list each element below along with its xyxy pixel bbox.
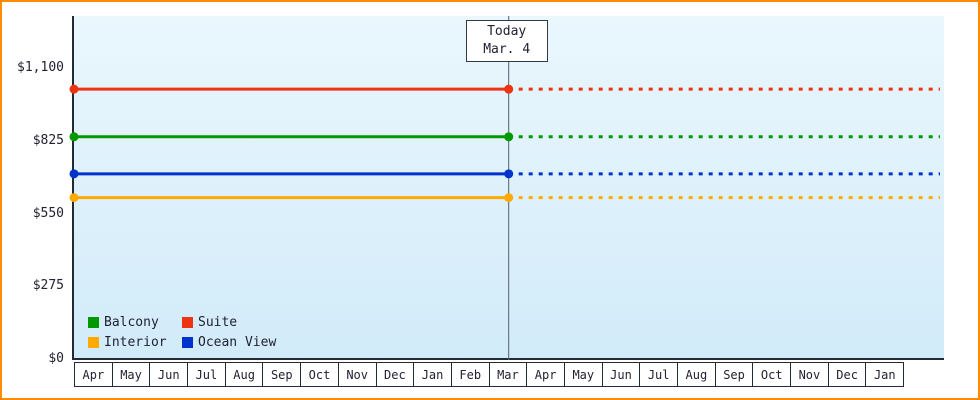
x-axis-month-label: Aug bbox=[677, 362, 716, 387]
x-axis-month-label: Aug bbox=[224, 362, 264, 387]
x-axis-month-label: Jan bbox=[865, 362, 905, 387]
legend-swatch bbox=[88, 336, 99, 348]
legend-item: Ocean View bbox=[182, 335, 276, 350]
x-axis-month-label: Dec bbox=[827, 362, 867, 387]
series-today-dot bbox=[504, 193, 514, 203]
x-axis-month-label: Oct bbox=[752, 362, 792, 387]
x-axis: Apr May Jun Jul Aug Sep Oct Nov Dec Jan Feb Mar Apr M… bbox=[74, 362, 905, 387]
x-axis-month-label: Mar bbox=[488, 362, 528, 387]
today-label-line2: Mar. 4 bbox=[483, 42, 531, 57]
legend-label: Balcony bbox=[104, 314, 159, 330]
legend-swatch bbox=[182, 336, 193, 348]
x-axis-month-label: Oct bbox=[300, 362, 339, 387]
x-axis-month-label: Sep bbox=[714, 362, 754, 387]
series-today-dot bbox=[504, 84, 514, 94]
y-axis-tick-label: $1,100 bbox=[17, 60, 64, 75]
x-axis-month-label: Nov bbox=[790, 362, 829, 387]
y-axis-tick-label: $0 bbox=[48, 351, 64, 366]
legend-label: Interior bbox=[104, 334, 167, 350]
legend-label: Suite bbox=[198, 314, 238, 330]
y-axis-tick-label: $550 bbox=[32, 205, 64, 221]
y-axis-tick-label: $275 bbox=[32, 278, 64, 294]
x-axis-month-label: Jul bbox=[187, 362, 226, 387]
legend-swatch bbox=[88, 316, 99, 328]
legend-item: Interior bbox=[88, 335, 180, 350]
x-axis-month-label: Feb bbox=[450, 362, 490, 387]
today-marker-label: Today Mar. 4 bbox=[465, 20, 548, 62]
series-today-dot bbox=[504, 169, 514, 179]
x-axis-month-label: Apr bbox=[74, 362, 113, 387]
x-axis-month-label: May bbox=[563, 362, 603, 387]
series-start-dot bbox=[69, 193, 79, 203]
x-axis-month-label: May bbox=[111, 362, 151, 387]
x-axis-month-label: Nov bbox=[337, 362, 377, 387]
y-axis-tick-label: $825 bbox=[32, 132, 64, 148]
x-axis-month-label: Jun bbox=[149, 362, 189, 387]
x-axis-month-label: Jun bbox=[601, 362, 641, 387]
legend-label: Ocean View bbox=[198, 334, 277, 350]
series-start-dot bbox=[69, 84, 79, 94]
x-axis-month-label: Jul bbox=[639, 362, 678, 387]
today-label-line1: Today bbox=[487, 24, 527, 39]
series-start-dot bbox=[69, 169, 79, 179]
series-start-dot bbox=[69, 132, 79, 142]
x-axis-month-label: Sep bbox=[262, 362, 302, 387]
x-axis-month-label: Jan bbox=[413, 362, 452, 387]
legend-item: Balcony bbox=[88, 315, 180, 330]
chart-legend: Balcony Suite Interior Ocean View bbox=[88, 312, 278, 352]
legend-item: Suite bbox=[182, 315, 274, 330]
legend-swatch bbox=[182, 316, 193, 328]
chart-canvas bbox=[69, 16, 940, 360]
x-axis-month-label: Apr bbox=[526, 362, 565, 387]
x-axis-month-label: Dec bbox=[375, 362, 415, 387]
series-today-dot bbox=[504, 132, 514, 142]
plot-area bbox=[69, 16, 944, 360]
